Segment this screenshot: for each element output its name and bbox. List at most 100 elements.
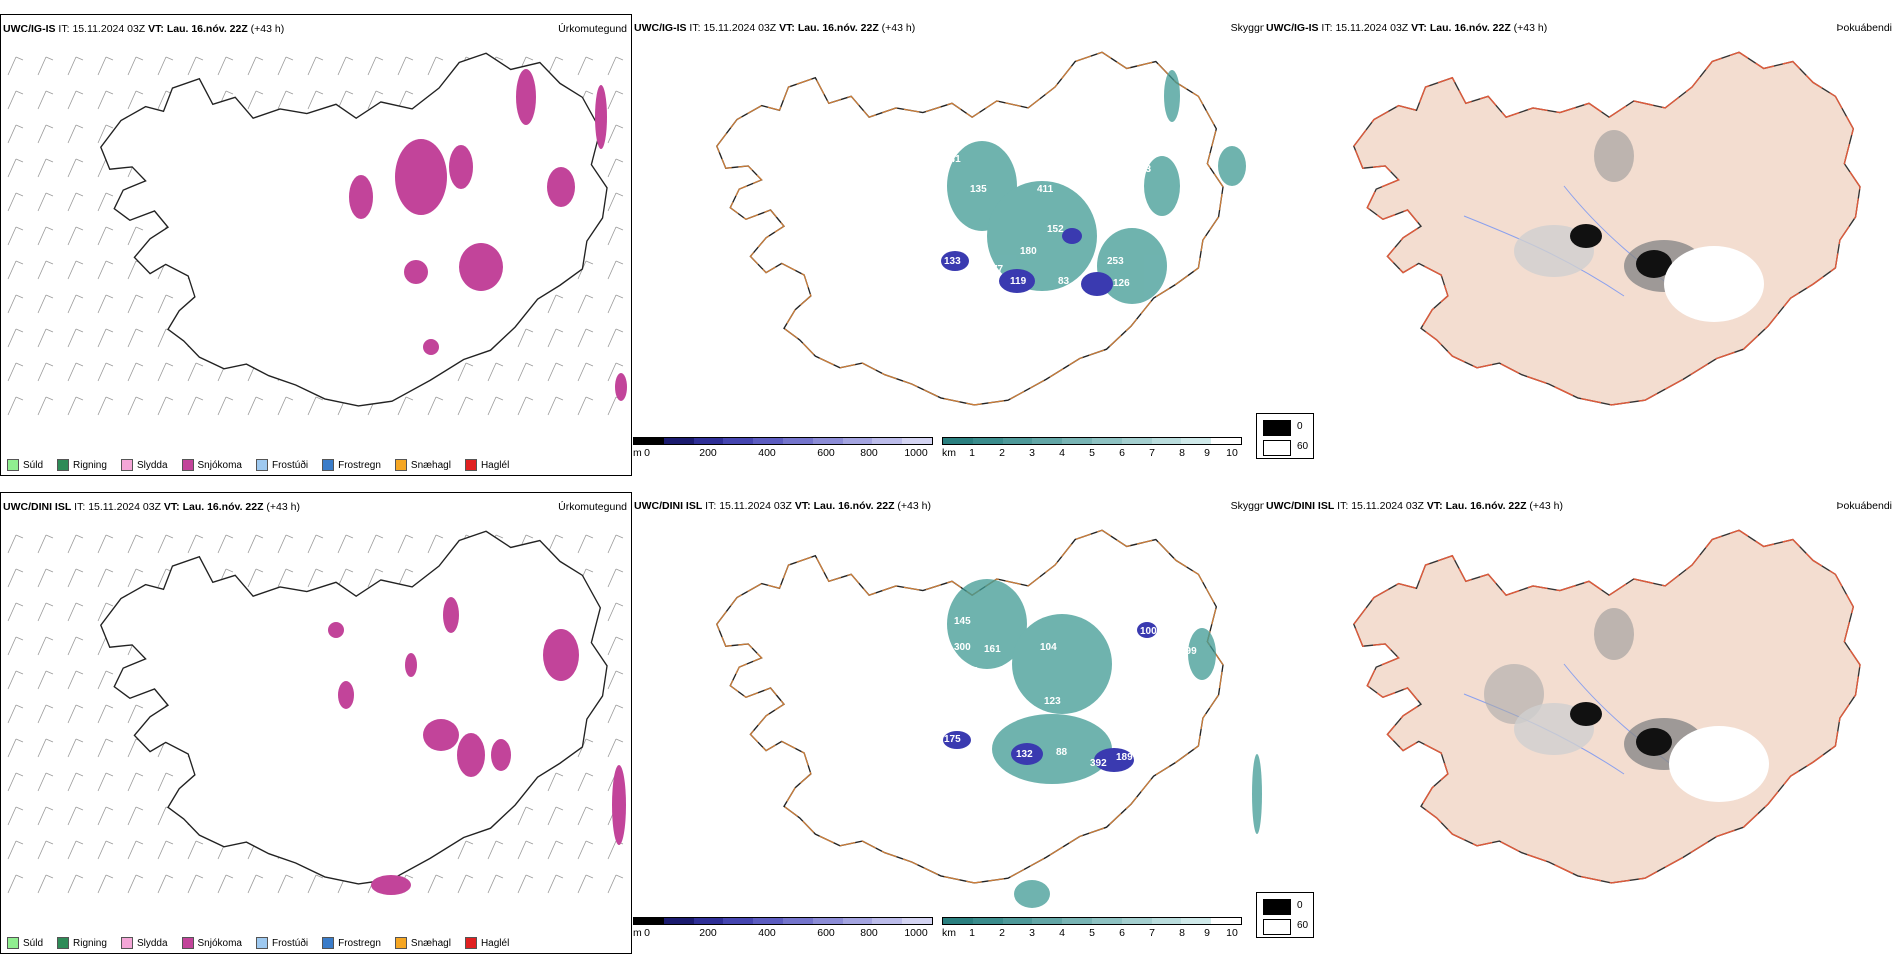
wind-barb bbox=[67, 396, 84, 416]
wind-barb bbox=[7, 568, 24, 588]
wind-barb bbox=[607, 294, 624, 314]
wind-barb bbox=[157, 396, 174, 416]
fog-legend-light-label: 60 bbox=[1297, 441, 1309, 452]
wind-barb bbox=[517, 806, 534, 826]
wind-barb bbox=[37, 90, 54, 110]
wind-barb bbox=[157, 534, 174, 554]
wind-barb bbox=[37, 704, 54, 724]
wind-barb bbox=[127, 226, 144, 246]
wind-barb bbox=[37, 568, 54, 588]
wind-barb bbox=[607, 328, 624, 348]
wind-barb bbox=[577, 806, 594, 826]
ceiling-scalebar: m 0 200 400 600 800 1000 bbox=[633, 917, 933, 941]
panel-type-label: Skyggni bbox=[1230, 500, 1268, 512]
scale-tick: 400 bbox=[758, 927, 776, 939]
wind-barb bbox=[427, 56, 444, 76]
wind-barb bbox=[547, 840, 564, 860]
snow-areas bbox=[328, 597, 626, 895]
wind-barb bbox=[277, 534, 294, 554]
ceiling-label: 123 bbox=[1044, 696, 1061, 707]
wind-barb bbox=[307, 534, 324, 554]
scale-unit: m bbox=[633, 447, 642, 459]
wind-barb bbox=[547, 396, 564, 416]
panel-title: UWC/IG-IS IT: 15.11.2024 03Z VT: Lau. 16… bbox=[634, 22, 916, 34]
wind-barb bbox=[547, 874, 564, 894]
wind-barb bbox=[547, 772, 564, 792]
wind-barb bbox=[7, 874, 24, 894]
ceiling-color-bar bbox=[633, 437, 933, 445]
scale-tick: 1 bbox=[969, 447, 975, 459]
wind-barb bbox=[97, 226, 114, 246]
wind-barb bbox=[307, 396, 324, 416]
wind-barb bbox=[97, 362, 114, 382]
wind-barb bbox=[577, 328, 594, 348]
wind-barb bbox=[7, 362, 24, 382]
wind-barb bbox=[97, 534, 114, 554]
wind-barb bbox=[577, 294, 594, 314]
ceiling-label: 392 bbox=[1090, 758, 1107, 769]
wind-barb bbox=[67, 124, 84, 144]
wind-barb bbox=[97, 328, 114, 348]
wind-barb bbox=[337, 56, 354, 76]
precip-type-panel-top: UWC/IG-IS IT: 15.11.2024 03Z VT: Lau. 16… bbox=[0, 14, 632, 476]
wind-barb bbox=[187, 874, 204, 894]
ceiling-label: 189 bbox=[1116, 752, 1133, 763]
wind-barb bbox=[457, 362, 474, 382]
scale-tick: 600 bbox=[817, 927, 835, 939]
legend-item: Slydda bbox=[120, 937, 168, 949]
wind-barb bbox=[97, 90, 114, 110]
scale-unit: km bbox=[942, 447, 956, 459]
wind-barb bbox=[97, 396, 114, 416]
ceiling-label: 100 bbox=[1140, 626, 1157, 637]
wind-barb bbox=[97, 704, 114, 724]
scale-tick: 3 bbox=[1029, 927, 1035, 939]
wind-barb bbox=[67, 670, 84, 690]
scale-tick: 5 bbox=[1089, 927, 1095, 939]
wind-barb bbox=[367, 56, 384, 76]
low-visibility-areas bbox=[947, 579, 1262, 908]
ceiling-scalebar: m 0 200 400 600 800 1000 bbox=[633, 437, 933, 461]
visibility-scalebar: km 1 2 3 4 5 6 7 8 9 10 bbox=[942, 917, 1242, 941]
wind-barb bbox=[7, 56, 24, 76]
wind-barb bbox=[607, 704, 624, 724]
wind-barb bbox=[127, 362, 144, 382]
precip-legend: Súld Rigning Slydda Snjókoma Frostúði Fr… bbox=[7, 937, 509, 949]
wind-barb bbox=[7, 704, 24, 724]
wind-barb bbox=[67, 56, 84, 76]
wind-barb bbox=[607, 90, 624, 110]
wind-barb bbox=[277, 568, 294, 588]
wind-barb bbox=[577, 396, 594, 416]
wind-barb bbox=[157, 840, 174, 860]
wind-barb bbox=[127, 534, 144, 554]
wind-barb bbox=[67, 90, 84, 110]
wind-barb bbox=[307, 56, 324, 76]
scale-tick: 2 bbox=[999, 447, 1005, 459]
fog-legend-dark-label: 0 bbox=[1297, 421, 1303, 432]
wind-barb bbox=[217, 874, 234, 894]
scale-tick: 800 bbox=[860, 927, 878, 939]
wind-barb bbox=[37, 328, 54, 348]
wind-barb bbox=[547, 328, 564, 348]
legend-item: Frostúði bbox=[255, 937, 308, 949]
ceiling-label: 83 bbox=[1058, 276, 1070, 287]
precip-legend: Súld Rigning Slydda Snjókoma Frostúði Fr… bbox=[7, 459, 509, 471]
ceiling-color-bar bbox=[633, 917, 933, 925]
wind-barb bbox=[157, 294, 174, 314]
wind-barb bbox=[127, 294, 144, 314]
wind-barb bbox=[7, 328, 24, 348]
wind-barb bbox=[277, 56, 294, 76]
scale-tick: 1000 bbox=[904, 447, 928, 459]
wind-barb bbox=[187, 362, 204, 382]
wind-barb bbox=[367, 568, 384, 588]
wind-barb bbox=[277, 90, 294, 110]
wind-barb bbox=[127, 328, 144, 348]
wind-barb bbox=[67, 158, 84, 178]
ceiling-label: 300 bbox=[954, 642, 971, 653]
ceiling-label: 161 bbox=[984, 644, 1001, 655]
legend-item: Snjókoma bbox=[181, 459, 242, 471]
wind-barb bbox=[547, 362, 564, 382]
wind-barb bbox=[7, 90, 24, 110]
fog-index-panel-bottom: UWC/DINI ISL IT: 15.11.2024 03Z VT: Lau.… bbox=[1264, 492, 1896, 954]
wind-barb bbox=[427, 874, 444, 894]
fog-areas bbox=[1484, 608, 1769, 802]
